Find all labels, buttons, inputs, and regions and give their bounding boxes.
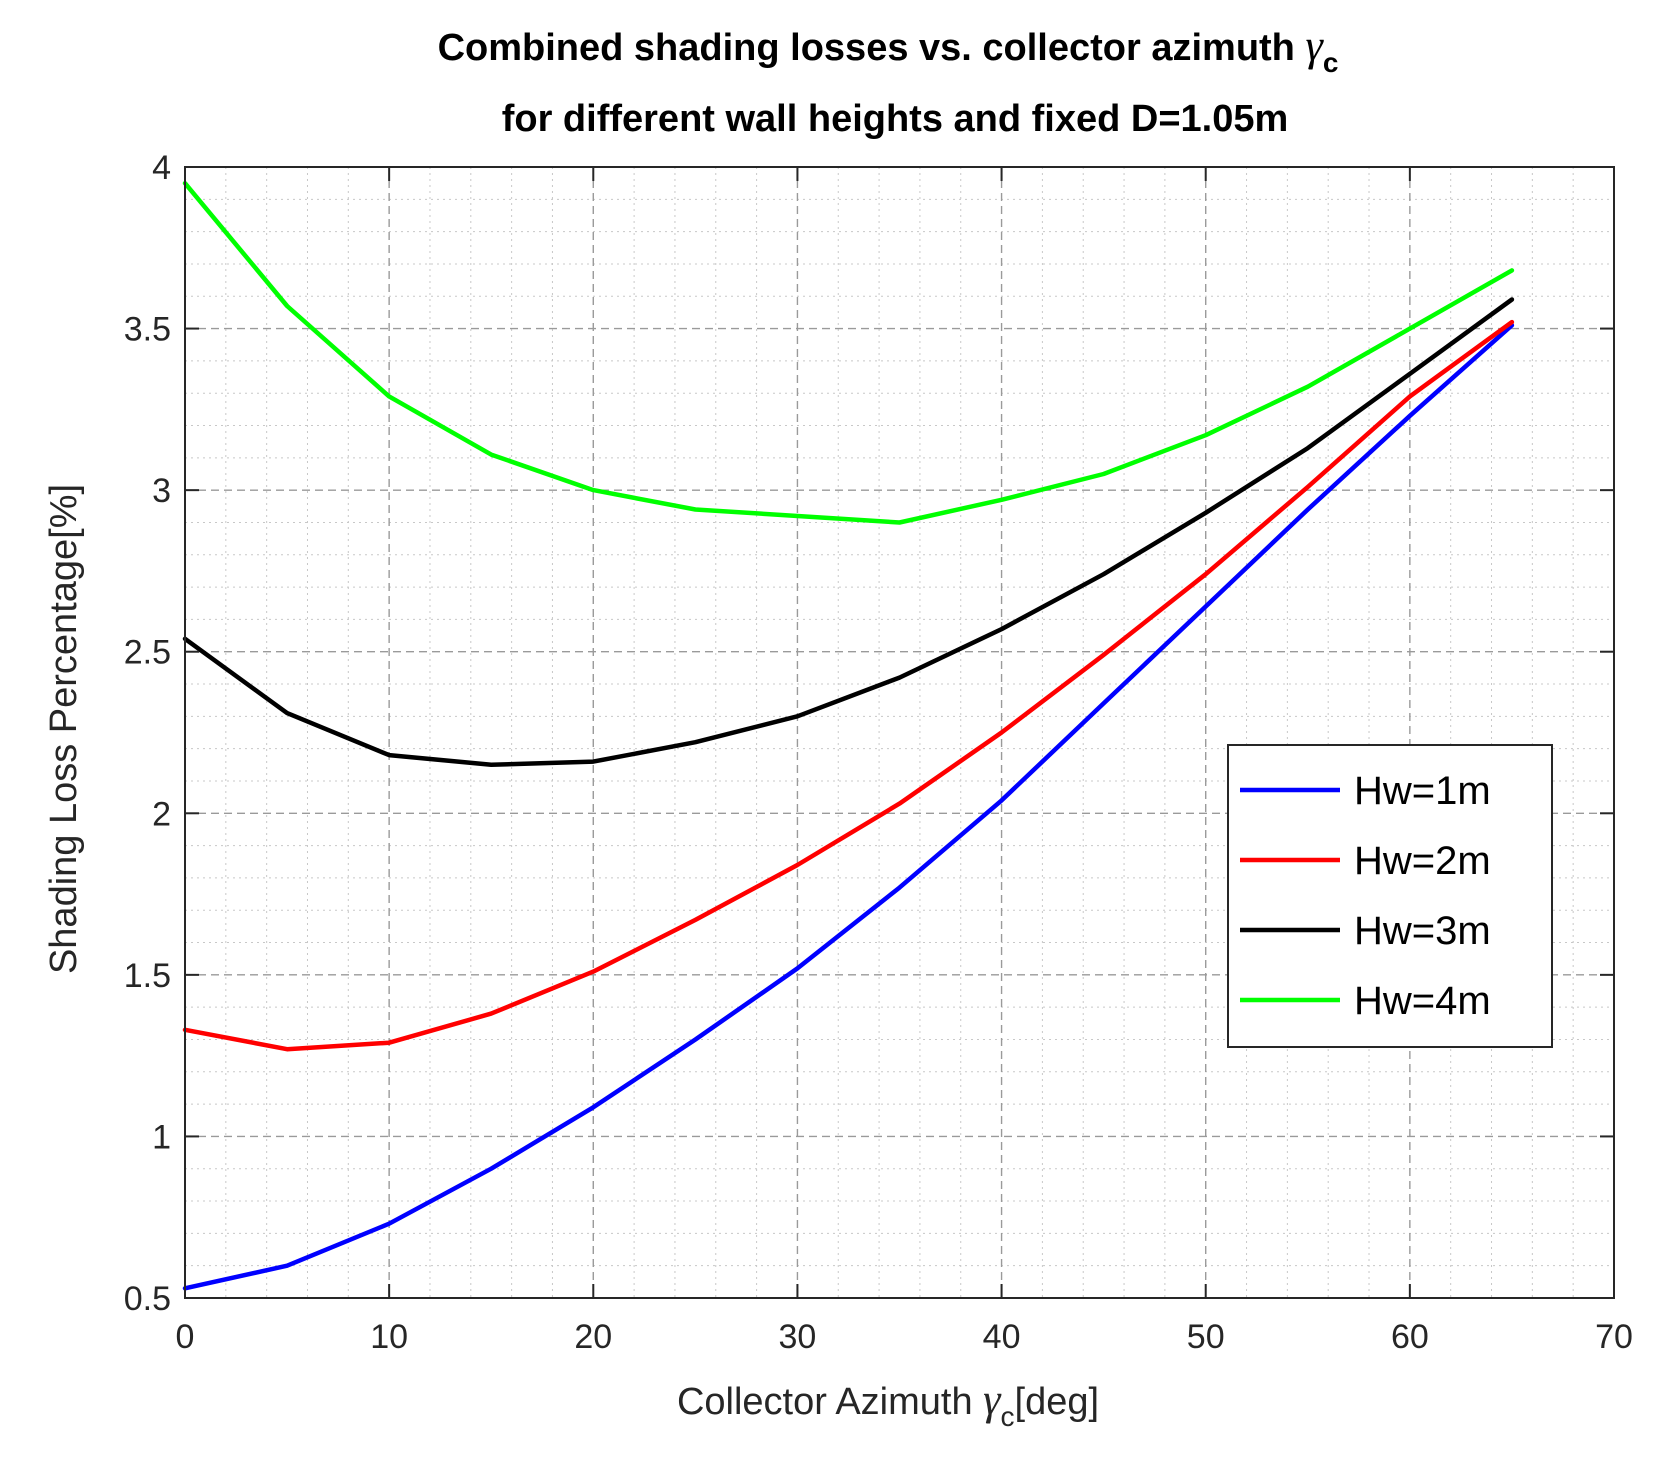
y-tick-label: 0.5: [124, 1280, 171, 1318]
y-tick-label: 4: [152, 149, 171, 187]
xlabel-gamma: γ: [983, 1375, 1002, 1424]
legend-label: Hw=1m: [1354, 769, 1491, 813]
series-line-hw-3m: [182, 297, 1515, 768]
y-tick-labels: 0.5 1 1.5 2 2.5 3 3.5 4: [124, 149, 171, 1318]
x-tick-labels: 0 10 20 30 40 50 60 70: [176, 1318, 1633, 1356]
legend-box: [1227, 744, 1553, 1048]
y-tick-label: 3.5: [124, 311, 171, 349]
y-tick-label: 1.5: [124, 957, 171, 995]
series-lines: [182, 180, 1515, 1291]
series-line-hw-4m: [182, 180, 1515, 525]
plot-frame: [184, 166, 1615, 1299]
legend-label: Hw=2m: [1354, 839, 1491, 883]
series-line-hw-1m: [182, 323, 1515, 1291]
x-tick-label: 10: [370, 1318, 408, 1356]
y-tick-label: 2: [152, 795, 171, 833]
series-line-hw-2m: [182, 319, 1515, 1052]
axis-ticks: [184, 166, 1615, 1299]
legend-label: Hw=3m: [1354, 909, 1491, 953]
x-tick-label: 50: [1187, 1318, 1225, 1356]
legend-label: Hw=4m: [1354, 979, 1491, 1023]
x-axis-label: Collector Azimuth γc[deg]: [677, 1375, 1099, 1432]
title-gamma: γ: [1305, 21, 1324, 70]
x-tick-label: 0: [176, 1318, 195, 1356]
chart-title-line1: Combined shading losses vs. collector az…: [438, 21, 1339, 78]
chart-title-line2: for different wall heights and fixed D=1…: [502, 98, 1289, 140]
x-tick-label: 70: [1595, 1318, 1633, 1356]
y-axis-label: Shading Loss Percentage[%]: [43, 484, 85, 974]
y-tick-label: 3: [152, 472, 171, 510]
minor-grid: [185, 167, 1614, 1298]
x-tick-label: 60: [1391, 1318, 1429, 1356]
legend: Hw=1m Hw=2m Hw=3m Hw=4m: [1227, 744, 1553, 1048]
x-tick-label: 30: [779, 1318, 817, 1356]
x-tick-label: 40: [983, 1318, 1021, 1356]
title-gamma-sub: c: [1323, 47, 1339, 78]
xlabel-gamma-sub: c: [1001, 1401, 1015, 1432]
y-tick-label: 2.5: [124, 634, 171, 672]
y-tick-label: 1: [152, 1118, 171, 1156]
x-tick-label: 20: [574, 1318, 612, 1356]
